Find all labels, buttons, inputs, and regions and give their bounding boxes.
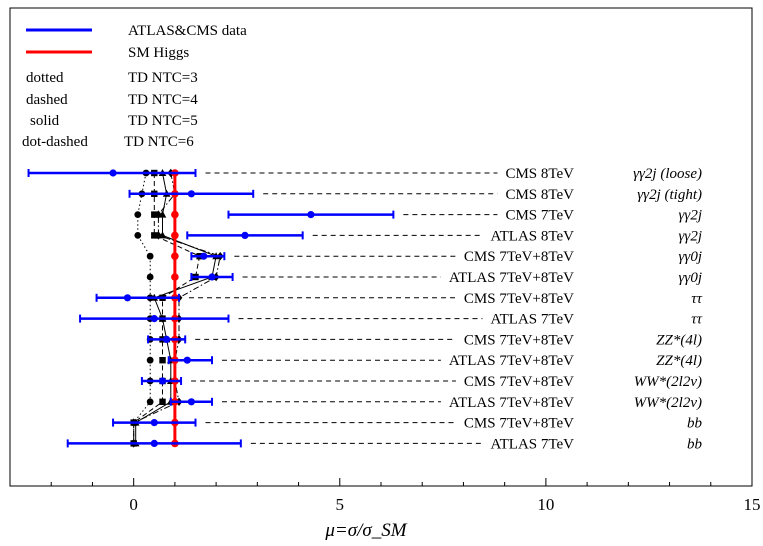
legend: ATLAS&CMS data SM Higgs dotted TD NTC=3 … — [22, 23, 247, 150]
legend-ntc6-label: TD NTC=6 — [124, 134, 194, 150]
row-channel-label: ττ — [691, 312, 702, 328]
row-channel-label: WW*(2l2ν) — [634, 374, 702, 390]
td-ntc6-point — [155, 231, 162, 240]
data-point — [200, 252, 208, 260]
legend-ntc4-label: TD NTC=4 — [128, 92, 198, 108]
data-point — [187, 398, 195, 406]
row-experiment-label: CMS 7TeV+8TeV — [464, 291, 574, 307]
row-experiment-label: CMS 7TeV+8TeV — [464, 332, 574, 348]
legend-data-label: ATLAS&CMS data — [128, 23, 247, 39]
row-channel-label: WW*(2l2ν) — [634, 395, 702, 411]
row-channel-label: ZZ*(4l) — [656, 332, 702, 348]
x-axis-label: μ=σ/σ_SM — [324, 520, 407, 541]
td-ntc4-line — [133, 173, 201, 444]
x-axis: 0 5 10 15 — [50, 478, 761, 514]
td-prediction-layer — [130, 168, 224, 448]
row-experiment-label: ATLAS 8TeV — [490, 228, 574, 244]
td-ntc3-point — [146, 252, 154, 260]
row-experiment-label: CMS 8TeV — [505, 166, 574, 182]
data-point — [183, 356, 191, 364]
sm-point — [171, 252, 179, 260]
sm-point — [171, 273, 179, 281]
data-point — [163, 335, 171, 343]
row-channel-label: bb — [687, 416, 703, 432]
x-tick-label: 10 — [537, 495, 554, 514]
td-ntc4-point — [159, 357, 166, 364]
row-experiment-label: ATLAS 7TeV+8TeV — [449, 270, 574, 286]
row-experiment-label: CMS 8TeV — [505, 187, 574, 203]
x-tick-label: 5 — [336, 495, 345, 514]
row-channel-label: γγ0j — [679, 249, 703, 265]
legend-style-dotted: dotted — [26, 70, 64, 86]
data-point — [123, 294, 132, 302]
data-point — [307, 211, 315, 219]
row-experiment-label: ATLAS 7TeV — [490, 436, 574, 452]
data-point — [109, 169, 117, 177]
td-ntc3-point — [146, 273, 154, 281]
row-label-layer: CMS 8TeV γγ2j (loose) CMS 8TeV γγ2j (tight)… — [189, 166, 703, 452]
td-ntc4-point — [151, 211, 158, 218]
row-experiment-label: ATLAS 7TeV+8TeV — [449, 395, 574, 411]
row-experiment-label: CMS 7TeV — [505, 208, 574, 224]
row-channel-label: bb — [687, 436, 703, 452]
legend-style-dashed: dashed — [26, 92, 68, 108]
td-ntc4-point — [159, 398, 166, 405]
data-point — [241, 231, 249, 239]
td-ntc4-point — [151, 232, 158, 239]
td-ntc3-point — [134, 232, 142, 239]
row-channel-label: γγ2j — [679, 208, 703, 224]
data-point — [150, 439, 158, 447]
plot-frame — [9, 7, 753, 487]
row-channel-label: γγ2j (tight) — [637, 187, 702, 203]
row-channel-label: γγ2j (loose) — [633, 166, 702, 182]
sm-point — [171, 210, 179, 219]
x-tick-label: 15 — [744, 495, 761, 514]
td-ntc3-point — [134, 211, 142, 219]
x-tick-label: 0 — [129, 495, 138, 514]
legend-sm-label: SM Higgs — [128, 45, 189, 61]
row-channel-label: ττ — [691, 291, 702, 307]
sm-point — [171, 231, 179, 240]
row-experiment-label: ATLAS 7TeV — [490, 312, 574, 328]
td-ntc6-point — [155, 210, 162, 219]
data-point — [158, 377, 167, 385]
legend-ntc5-label: TD NTC=5 — [128, 113, 198, 129]
td-ntc3-point — [146, 398, 154, 406]
legend-style-solid: solid — [30, 113, 60, 129]
data-point — [150, 315, 158, 323]
row-experiment-label: CMS 7TeV+8TeV — [464, 374, 574, 390]
row-experiment-label: CMS 7TeV+8TeV — [464, 416, 574, 432]
row-channel-label: ZZ*(4l) — [656, 353, 702, 369]
row-channel-label: γγ0j — [679, 270, 703, 286]
row-experiment-label: CMS 7TeV+8TeV — [464, 249, 574, 265]
legend-ntc3-label: TD NTC=3 — [128, 70, 198, 86]
data-point — [150, 419, 158, 427]
row-experiment-label: ATLAS 7TeV+8TeV — [449, 353, 574, 369]
data-layer — [27, 169, 395, 448]
sm-layer — [171, 169, 179, 448]
data-point — [208, 273, 216, 281]
row-channel-label: γγ2j — [679, 228, 703, 244]
data-point — [187, 190, 195, 198]
td-ntc3-point — [146, 356, 154, 364]
legend-style-dot-dashed: dot-dashed — [22, 134, 88, 150]
